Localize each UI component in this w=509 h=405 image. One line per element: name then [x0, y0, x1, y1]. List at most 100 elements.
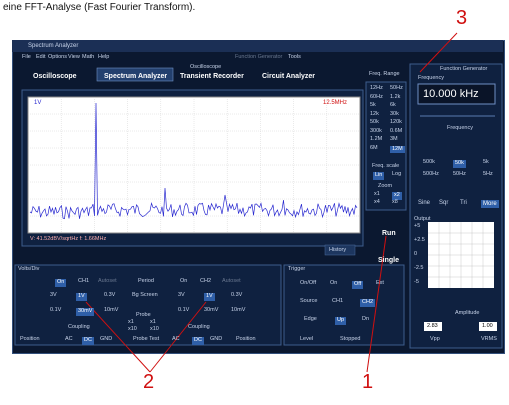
y-label: 1V — [34, 100, 41, 106]
label: Amplitude — [455, 311, 479, 317]
trigger-control: Dn — [362, 317, 369, 323]
tab-group: Oscilloscope — [190, 65, 221, 71]
callout: 2 — [143, 372, 154, 392]
history-button: History — [329, 248, 346, 254]
run-button[interactable]: Run — [382, 230, 396, 237]
menu-item: Math — [82, 55, 94, 61]
probe-option: x10 — [150, 327, 159, 333]
single-button[interactable]: Single — [378, 257, 399, 264]
volts-panel — [15, 265, 281, 345]
title-bar — [12, 40, 503, 52]
range-option: 3V — [50, 293, 57, 299]
step-button[interactable]: 50k — [453, 160, 466, 168]
menu-item: Edit — [36, 55, 45, 61]
scale-option: Log — [392, 172, 401, 178]
control: GND — [210, 337, 222, 343]
zoom-option: x8 — [392, 200, 398, 206]
channel-control: Autoset — [98, 279, 117, 285]
step-button: 50Hz — [453, 172, 466, 178]
control: AC — [65, 337, 73, 343]
menu-item: View — [68, 55, 80, 61]
step-button: 5Hz — [483, 172, 493, 178]
range-option[interactable]: 30mV — [76, 308, 94, 316]
waveform-button[interactable]: More — [481, 200, 499, 208]
section-title: Freq. scale — [372, 164, 399, 170]
freq-option: 12k — [370, 112, 379, 118]
channel-control[interactable]: On — [55, 279, 66, 287]
window-title: Spectrum Analyzer — [28, 43, 78, 49]
value: 1.00 — [482, 324, 493, 330]
section-title: Frequency — [418, 76, 444, 82]
trigger-panel — [284, 265, 404, 345]
range-option: 0.1V — [50, 308, 61, 314]
freq-option[interactable]: 12M — [390, 146, 405, 154]
freq-option: 1.2M — [370, 137, 382, 143]
label: Frequency — [447, 126, 473, 132]
freq-option: 0.6M — [390, 129, 402, 135]
range-option[interactable]: 1V — [204, 293, 215, 301]
control: Position — [20, 337, 40, 343]
control[interactable]: DC — [192, 337, 204, 345]
scale-label: +2.5 — [414, 238, 425, 244]
tab: Transient Recorder — [180, 73, 244, 80]
page: eine FFT-Analyse (Fast Fourier Transform… — [0, 0, 509, 405]
section-title: Volts/Div — [18, 267, 39, 273]
step-button: 500Hz — [423, 172, 439, 178]
menu-item: Help — [98, 55, 109, 61]
scale-label: -2.5 — [414, 266, 423, 272]
waveform-button: Sqr — [439, 200, 448, 206]
callout: 1 — [362, 372, 373, 392]
freq-option: 30k — [390, 112, 399, 118]
control: AC — [172, 337, 180, 343]
zoom-option: x4 — [374, 200, 380, 206]
channel-control: Autoset — [222, 279, 241, 285]
freq-option: 6k — [390, 103, 396, 109]
label: Probe — [136, 313, 151, 319]
trigger-control: Ext — [376, 281, 384, 287]
scale-option[interactable]: Lin — [373, 172, 384, 180]
section-title: Function Generator — [440, 67, 487, 73]
freq-option: 50k — [370, 120, 379, 126]
trigger-control[interactable]: Up — [335, 317, 346, 325]
x-max: 12.5MHz — [323, 100, 347, 106]
range-option: 10mV — [231, 308, 245, 314]
trigger-control: On — [330, 281, 337, 287]
probe-option: x10 — [128, 327, 137, 333]
freq-option: 120k — [390, 120, 402, 126]
freq-display: 10.000 kHz — [423, 89, 479, 100]
channel-control: CH2 — [200, 279, 211, 285]
control: GND — [100, 337, 112, 343]
label: Coupling — [68, 325, 90, 331]
control: Position — [236, 337, 256, 343]
channel-control: CH1 — [78, 279, 89, 285]
freq-option: 5k — [370, 103, 376, 109]
control[interactable]: DC — [82, 337, 94, 345]
step-button: 5k — [483, 160, 489, 166]
trigger-control[interactable]: CH2 — [360, 299, 375, 307]
menu-item: Tools — [288, 55, 301, 61]
freq-option: 60Hz — [370, 95, 383, 101]
range-option: 0.3V — [104, 293, 115, 299]
step-button: 500k — [423, 160, 435, 166]
scale-label: -5 — [414, 280, 419, 286]
trigger-control: On/Off — [300, 281, 316, 287]
range-option[interactable]: 1V — [76, 293, 87, 301]
probe-option: x1 — [128, 320, 134, 326]
section-title: Freq. Range — [369, 72, 400, 78]
tab: Circuit Analyzer — [262, 73, 315, 80]
trigger-control: CH1 — [332, 299, 343, 305]
label: VRMS — [481, 337, 497, 343]
caption: eine FFT-Analyse (Fast Fourier Transform… — [3, 3, 195, 13]
label: Period — [138, 279, 154, 285]
freq-option: 1.2k — [390, 95, 400, 101]
freq-option: 12Hz — [370, 86, 383, 92]
section-title: Output — [414, 217, 431, 223]
waveform-button: Sine — [418, 200, 430, 206]
trigger-control[interactable]: Off — [352, 281, 363, 289]
range-option: 10mV — [104, 308, 118, 314]
control: Probe Test — [133, 337, 159, 343]
menu-item: Options — [48, 55, 67, 61]
probe-option: x1 — [150, 320, 156, 326]
tab: Spectrum Analyzer — [104, 73, 167, 80]
scale-label: 0 — [414, 252, 417, 258]
